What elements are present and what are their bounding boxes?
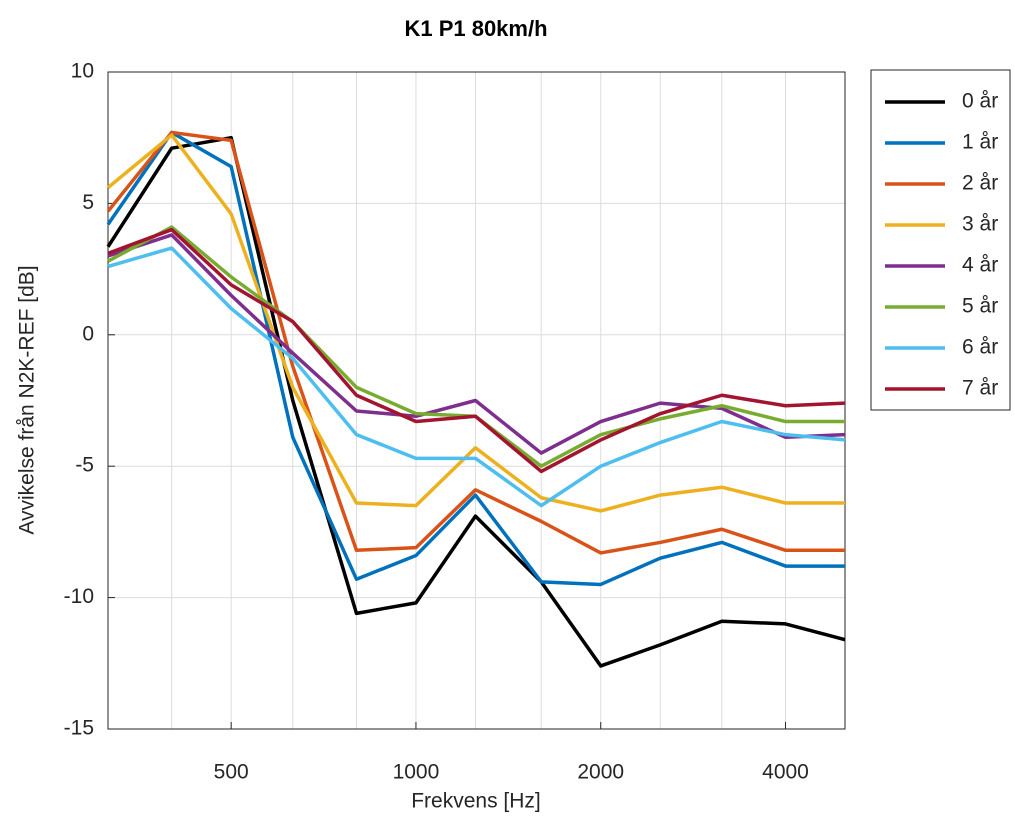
y-axis-label: Avvikelse från N2K-REF [dB] bbox=[16, 265, 39, 534]
legend-label: 2 år bbox=[962, 172, 998, 195]
legend-label: 6 år bbox=[962, 336, 998, 359]
x-tick-label: 2000 bbox=[577, 761, 624, 784]
legend-label: 0 år bbox=[962, 90, 998, 113]
chart-title: K1 P1 80km/h bbox=[404, 16, 547, 41]
x-tick-label: 500 bbox=[214, 761, 249, 784]
line-series bbox=[106, 133, 845, 513]
y-tick-label: -5 bbox=[75, 454, 94, 477]
x-tick-label: 4000 bbox=[762, 761, 809, 784]
y-tick-label: -15 bbox=[64, 717, 94, 740]
line-series bbox=[106, 135, 846, 668]
line-series bbox=[106, 130, 845, 555]
legend-label: 1 år bbox=[962, 131, 998, 154]
line-series bbox=[107, 246, 846, 508]
x-axis-label: Frekvens [Hz] bbox=[411, 790, 541, 813]
y-tick-label: 10 bbox=[71, 60, 94, 83]
y-tick-label: 0 bbox=[82, 322, 94, 345]
legend-box bbox=[870, 69, 1011, 411]
legend-label: 3 år bbox=[962, 213, 998, 236]
legend-label: 5 år bbox=[962, 295, 998, 318]
plot-frame bbox=[107, 71, 846, 730]
line-series bbox=[106, 130, 845, 587]
legend-label: 7 år bbox=[962, 377, 998, 400]
line-series bbox=[107, 225, 845, 468]
y-tick-label: -10 bbox=[64, 585, 94, 608]
y-tick-label: 5 bbox=[82, 191, 94, 214]
line-series bbox=[107, 227, 846, 474]
x-tick-label: 1000 bbox=[393, 761, 440, 784]
legend-label: 4 år bbox=[962, 254, 998, 277]
line-series bbox=[107, 233, 846, 455]
